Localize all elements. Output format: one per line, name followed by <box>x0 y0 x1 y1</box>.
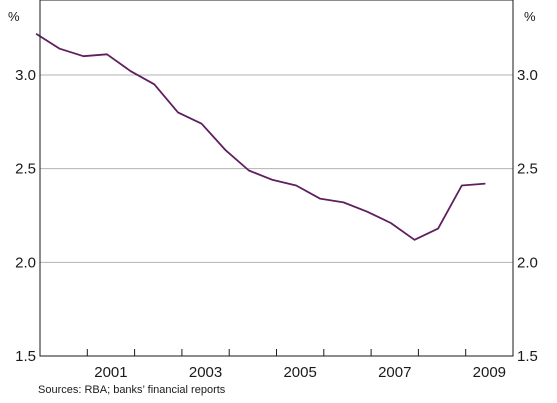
gridlines <box>40 74 513 263</box>
y-unit-label-right: % <box>524 9 536 24</box>
x-tick-label: 2005 <box>283 364 316 381</box>
y-tick-label-left: 2.0 <box>15 254 36 271</box>
x-tick-label: 2003 <box>189 364 222 381</box>
y-tick-label-right: 2.5 <box>517 161 538 178</box>
series-line <box>35 32 486 241</box>
y-tick-label-right: 2.0 <box>517 254 538 271</box>
x-tick-labels: 2001 2003 2005 2007 2009 <box>94 364 506 381</box>
source-note: Sources: RBA; banks’ financial reports <box>38 384 226 396</box>
y-unit-label-left: % <box>8 9 20 24</box>
y-tick-label-right: 3.0 <box>517 67 538 84</box>
y-tick-label-left: 2.5 <box>15 161 36 178</box>
x-tick-label: 2009 <box>473 364 506 381</box>
y-tick-labels: 1.5 1.5 2.0 2.0 2.5 2.5 3.0 3.0 <box>15 67 538 365</box>
plot-frame <box>39 0 514 357</box>
y-tick-label-left: 3.0 <box>15 67 36 84</box>
x-ticks <box>86 349 467 356</box>
x-tick-label: 2007 <box>378 364 411 381</box>
y-tick-label-left: 1.5 <box>15 348 36 365</box>
x-tick-label: 2001 <box>94 364 127 381</box>
y-tick-label-right: 1.5 <box>517 348 538 365</box>
series-lines <box>35 32 486 241</box>
